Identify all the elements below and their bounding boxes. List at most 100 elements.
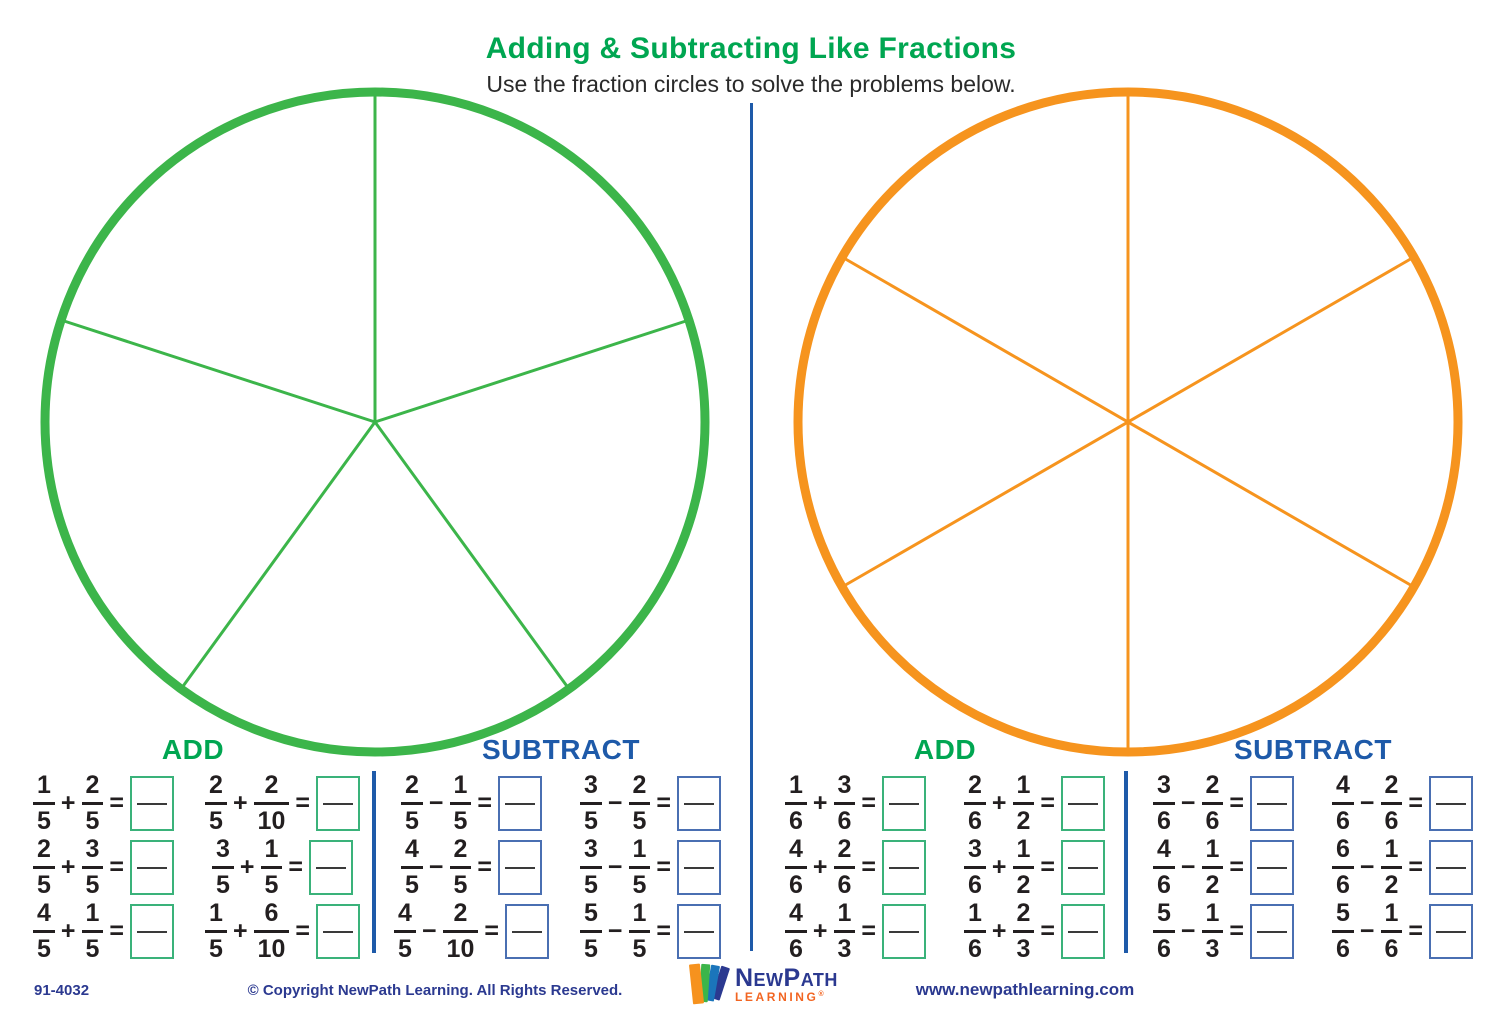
answer-box[interactable] bbox=[1250, 776, 1295, 831]
answer-box[interactable] bbox=[315, 776, 360, 831]
numerator: 3 bbox=[583, 835, 598, 863]
answer-box[interactable] bbox=[1250, 904, 1295, 959]
denominator: 5 bbox=[400, 866, 423, 898]
answer-box[interactable] bbox=[130, 904, 175, 959]
answer-box[interactable] bbox=[309, 840, 354, 895]
equals-sign: = bbox=[1040, 853, 1056, 881]
sixths-subtract-problems: 3 6−2 6 = 4 6−2 6 = 4 6−1 2 = 6 6−1 2 = 5 6−1 3 = 5 6−1 6 = bbox=[1136, 771, 1490, 962]
answer-box[interactable] bbox=[882, 776, 927, 831]
fraction-problem: 4 6 +1 3 = bbox=[768, 901, 943, 962]
equals-sign: = bbox=[1408, 853, 1424, 881]
answer-line bbox=[1436, 930, 1467, 933]
answer-box[interactable] bbox=[498, 840, 543, 895]
logo-subtitle: LEARNING bbox=[735, 989, 819, 1004]
denominator: 5 bbox=[628, 802, 651, 834]
answer-line bbox=[1436, 802, 1467, 805]
answer-box[interactable] bbox=[1429, 840, 1474, 895]
answer-box[interactable] bbox=[130, 840, 175, 895]
denominator: 5 bbox=[400, 802, 423, 834]
answer-box[interactable] bbox=[677, 904, 722, 959]
numerator: 6 bbox=[1335, 835, 1350, 863]
denominator: 5 bbox=[205, 930, 227, 962]
answer-box[interactable] bbox=[130, 776, 175, 831]
fifths-circle bbox=[40, 87, 710, 757]
numerator: 1 bbox=[632, 835, 647, 863]
answer-box[interactable] bbox=[882, 904, 927, 959]
operator-sign: − bbox=[1359, 853, 1375, 881]
answer-line bbox=[684, 930, 715, 933]
equals-sign: = bbox=[288, 853, 304, 881]
fraction-problem: 3 6 +1 2 = bbox=[947, 837, 1122, 898]
answer-box[interactable] bbox=[315, 904, 360, 959]
operator-sign: + bbox=[991, 917, 1007, 945]
answer-box[interactable] bbox=[882, 840, 927, 895]
denominator: 6 bbox=[1380, 930, 1403, 962]
fifths-add-section: ADD 1 5 +2 5 = 2 5 +2 10 = 2 5 +3 5 = 3 5 +1 5 = 4 5 +1 5 = 1 5 +6 1… bbox=[16, 734, 370, 962]
answer-box[interactable] bbox=[1429, 776, 1474, 831]
numerator: 1 bbox=[967, 899, 982, 927]
denominator: 6 bbox=[1201, 802, 1224, 834]
denominator: 10 bbox=[253, 930, 290, 962]
answer-box[interactable] bbox=[677, 840, 722, 895]
denominator: 6 bbox=[963, 930, 986, 962]
logo-text: NewPath LEARNING ® bbox=[735, 966, 838, 1004]
answer-line bbox=[684, 802, 715, 805]
denominator: 5 bbox=[81, 930, 104, 962]
numerator: 1 bbox=[1205, 899, 1220, 927]
answer-box[interactable] bbox=[1429, 904, 1474, 959]
denominator: 6 bbox=[1380, 802, 1403, 834]
sixths-circle bbox=[793, 87, 1463, 757]
denominator: 5 bbox=[81, 802, 104, 834]
equals-sign: = bbox=[861, 917, 877, 945]
center-divider bbox=[750, 103, 753, 951]
answer-line bbox=[1257, 930, 1288, 933]
denominator: 10 bbox=[442, 930, 479, 962]
numerator: 5 bbox=[583, 899, 598, 927]
denominator: 2 bbox=[1380, 866, 1403, 898]
equals-sign: = bbox=[861, 853, 877, 881]
answer-box[interactable] bbox=[677, 776, 722, 831]
equals-sign: = bbox=[109, 789, 125, 817]
answer-box[interactable] bbox=[1250, 840, 1295, 895]
operator-sign: − bbox=[607, 917, 623, 945]
page-title: Adding & Subtracting Like Fractions bbox=[485, 32, 1017, 65]
sixths-add-problems: 1 6 +3 6 = 2 6 +1 2 = 4 6 +2 6 = 3 6 +1 2 = 4 6 +1 3 = 1 6 +2 3 = bbox=[768, 771, 1122, 962]
numerator: 1 bbox=[1016, 771, 1031, 799]
answer-line bbox=[505, 802, 536, 805]
numerator: 2 bbox=[36, 835, 51, 863]
answer-box[interactable] bbox=[498, 776, 543, 831]
answer-box[interactable] bbox=[504, 904, 549, 959]
answer-box[interactable] bbox=[1061, 840, 1106, 895]
website-link[interactable]: www.newpathlearning.com bbox=[915, 980, 1135, 999]
denominator: 5 bbox=[579, 930, 602, 962]
numerator: 2 bbox=[1384, 771, 1399, 799]
denominator: 5 bbox=[579, 802, 602, 834]
denominator: 5 bbox=[579, 866, 602, 898]
answer-line bbox=[1068, 802, 1099, 805]
add-heading: ADD bbox=[913, 734, 977, 765]
answer-box[interactable] bbox=[1061, 776, 1106, 831]
subtract-heading: SUBTRACT bbox=[1234, 734, 1392, 765]
denominator: 6 bbox=[833, 802, 856, 834]
numerator: 5 bbox=[1335, 899, 1350, 927]
fraction-problem: 1 5 +2 5 = bbox=[16, 773, 191, 834]
denominator: 5 bbox=[628, 930, 651, 962]
fraction-problem: 3 5−2 5 = bbox=[563, 773, 738, 834]
numerator: 2 bbox=[453, 899, 468, 927]
answer-box[interactable] bbox=[1061, 904, 1106, 959]
fraction-problem: 4 6 +2 6 = bbox=[768, 837, 943, 898]
fraction-problem: 4 6−2 6 = bbox=[1315, 771, 1490, 834]
denominator: 6 bbox=[784, 802, 807, 834]
equals-sign: = bbox=[656, 917, 672, 945]
answer-line bbox=[137, 866, 168, 869]
denominator: 2 bbox=[1201, 866, 1224, 898]
